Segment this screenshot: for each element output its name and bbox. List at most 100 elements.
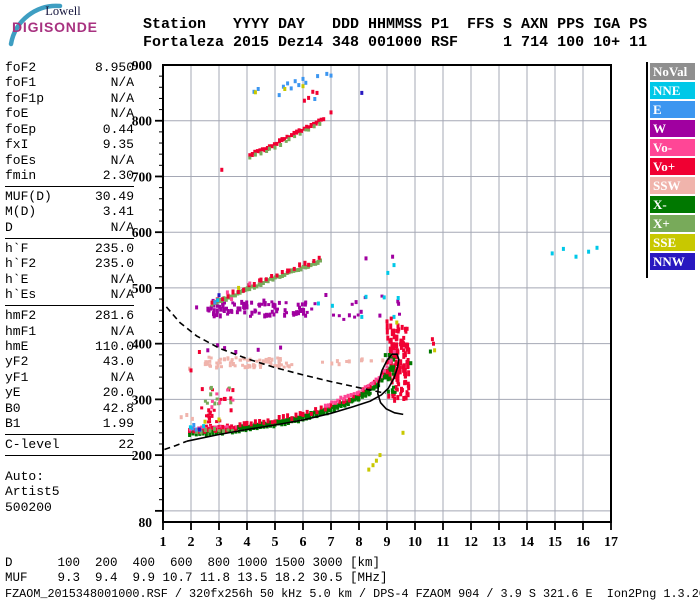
x-tick-label: 1	[160, 535, 167, 550]
points-Vo-	[225, 281, 252, 302]
param-value: N/A	[110, 75, 134, 91]
parameter-panel: foF2 8.950 foF1 N/A foF1p N/A foE N/A foEp 0.44 fx…	[5, 60, 134, 515]
param-value: 20.0	[102, 385, 134, 401]
x-tick-label: 3	[216, 535, 223, 550]
param-value: 30.49	[94, 189, 134, 204]
status-line: FZAOM_2015348001000.RSF / 320fx256h 50 k…	[5, 587, 700, 600]
param-value: 22	[118, 437, 134, 453]
param-label: fmin	[5, 168, 37, 184]
param-label: h`E	[5, 271, 29, 287]
header-station-values: Fortaleza 2015 Dez14 348 001000 RSF 1 71…	[143, 34, 648, 51]
param-row-foEs: foEs N/A	[5, 153, 134, 168]
legend-item-NoVal: NoVal	[650, 63, 695, 80]
param-row-yE: yE 20.0	[5, 385, 134, 400]
x-tick-label: 13	[492, 535, 506, 550]
param-label: D	[5, 219, 13, 235]
legend-item-NNW: NNW	[650, 253, 695, 270]
param-row-foF2: foF2 8.950	[5, 60, 134, 75]
x-tick-label: 10	[408, 535, 422, 550]
x-axis: 1 2 3 4 5 6 7 8 9 10 11 12 13 14 15 16 17	[160, 523, 618, 550]
param-value: 110.0	[94, 338, 134, 354]
y-tick-label: 800	[132, 114, 153, 129]
cloud-foF2-spread-Xminus	[383, 353, 397, 394]
x-tick-label: 7	[328, 535, 335, 550]
cloud-mid-spread-Vominus	[210, 388, 235, 410]
x-tick-label: 8	[356, 535, 363, 550]
param-row-foF1: foF1 N/A	[5, 75, 134, 90]
x-tick-label: 9	[384, 535, 391, 550]
param-value: N/A	[110, 287, 134, 303]
x-tick-label: 6	[300, 535, 307, 550]
param-label: foEp	[5, 121, 37, 137]
param-row-Clevel: C-level 22	[5, 437, 134, 452]
param-label: yF2	[5, 354, 29, 370]
param-label: h`F	[5, 240, 29, 256]
param-label: foF2	[5, 60, 37, 75]
param-row-fmin: fmin 2.30	[5, 168, 134, 183]
param-label: yF1	[5, 369, 29, 385]
param-value: 3.41	[102, 204, 134, 220]
param-value: 1.99	[102, 416, 134, 432]
x-tick-label: 11	[436, 535, 449, 550]
param-row-hEs: h`Es N/A	[5, 287, 134, 302]
muf-row: MUF 9.3 9.4 9.9 10.7 11.8 13.5 18.2 30.5…	[5, 571, 388, 585]
points-Vo+	[189, 89, 435, 373]
echo-direction-legend: NoVal NNE E W Vo- Vo+ SSW X- X+ SSE NNW	[650, 63, 696, 272]
y-tick-label: 600	[132, 225, 153, 240]
y-tick-label: 300	[132, 392, 153, 407]
legend-separator-line	[646, 62, 648, 278]
param-value: 8.950	[94, 60, 134, 75]
param-label: foF1	[5, 75, 37, 91]
trace-3F-trace-Xplus	[248, 121, 322, 160]
param-row-hF2: h`F2 235.0	[5, 256, 134, 271]
y-tick-label: 700	[132, 169, 153, 184]
param-label: h`F2	[5, 256, 37, 272]
cloud-W-scatter-right	[310, 293, 401, 321]
true-height-profile-curve	[186, 353, 404, 442]
legend-item-W: W	[650, 120, 695, 137]
param-row-hmF2: hmF2 281.6	[5, 308, 134, 323]
profile-curves	[164, 306, 404, 451]
legend-item-SSW: SSW	[650, 177, 695, 194]
points-SSE	[203, 84, 437, 472]
y-tick-label: 80	[139, 515, 153, 530]
trace-F-start-Xplus	[195, 426, 234, 435]
x-tick-label: 12	[464, 535, 478, 550]
param-value: 9.35	[102, 137, 134, 153]
param-row-D: D N/A	[5, 220, 134, 235]
param-label: hmF1	[5, 323, 37, 339]
x-tick-label: 5	[272, 535, 279, 550]
dashed-profile-stub	[164, 440, 188, 451]
param-label: M(D)	[5, 204, 37, 220]
cloud-W-band	[206, 298, 309, 319]
param-label: B0	[5, 400, 21, 416]
logo-arc-icon	[8, 3, 63, 47]
param-label: MUF(D)	[5, 189, 52, 204]
param-divider	[5, 186, 134, 187]
legend-item-Vo: Vo-	[650, 139, 695, 156]
y-tick-label: 400	[132, 337, 153, 352]
param-label: B1	[5, 416, 21, 432]
param-value: 0.44	[102, 121, 134, 137]
param-label: foF1p	[5, 90, 45, 106]
param-label: foE	[5, 106, 29, 122]
y-tick-label: 200	[132, 448, 153, 463]
x-tick-label: 2	[188, 535, 195, 550]
param-label: hmE	[5, 338, 29, 354]
auto-system: Artist5	[5, 484, 60, 500]
param-row-hmE: hmE 110.0	[5, 339, 134, 354]
param-value: 235.0	[94, 256, 134, 272]
param-label: C-level	[5, 437, 60, 453]
logo-lowell-text: Lowell	[45, 4, 81, 18]
header-column-titles: Station YYYY DAY DDD HHMMSS P1 FFS S AXN…	[143, 16, 648, 33]
param-value: 43.0	[102, 354, 134, 370]
param-row-yF1: yF1 N/A	[5, 370, 134, 385]
legend-item-NNE: NNE	[650, 82, 695, 99]
x-tick-label: 4	[244, 535, 251, 550]
param-label: yE	[5, 385, 21, 401]
cloud-SSW-band	[203, 355, 294, 370]
trace-3F-trace-Voplus	[248, 117, 326, 158]
param-value: N/A	[110, 90, 134, 106]
